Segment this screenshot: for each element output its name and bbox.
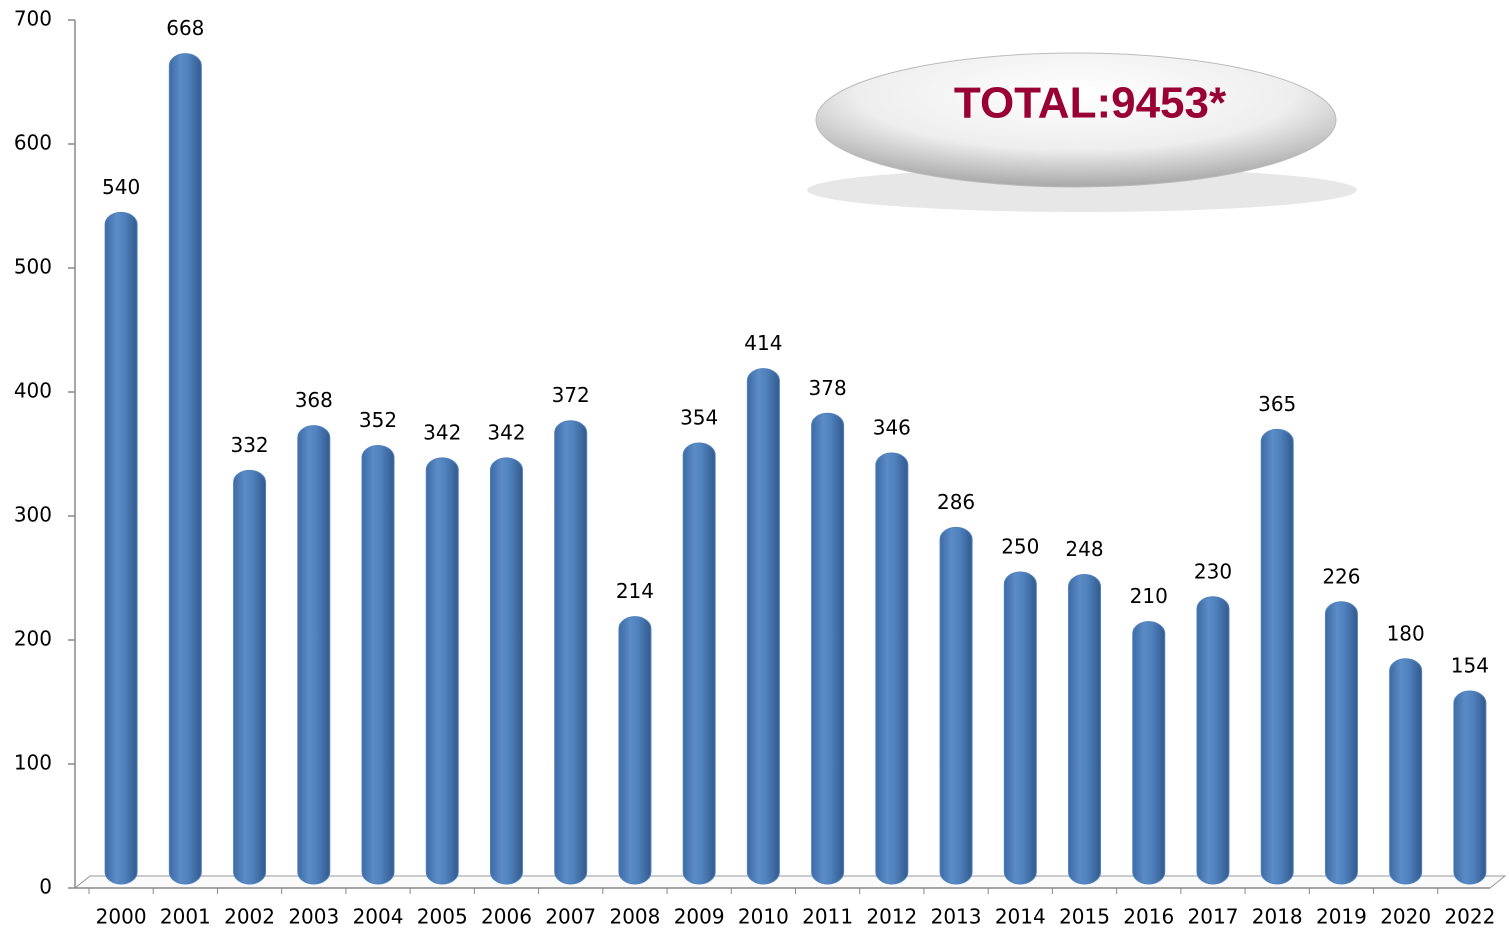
y-tick-label: 400: [14, 379, 52, 403]
x-tick-label: 2001: [160, 905, 211, 929]
x-tick-label: 2011: [802, 905, 853, 929]
bar: [1132, 621, 1166, 885]
y-tick-label: 300: [14, 503, 52, 527]
bar: [361, 445, 395, 885]
x-tick-label: 2018: [1252, 905, 1303, 929]
bar: [746, 368, 780, 885]
bar: [682, 442, 716, 885]
bar: [297, 425, 331, 885]
x-tick-label: 2022: [1444, 905, 1495, 929]
annotation: TOTAL:9453*: [954, 79, 1227, 128]
value-label: 154: [1451, 654, 1489, 678]
x-tick-label: 2016: [1123, 905, 1174, 929]
value-label: 230: [1194, 559, 1232, 583]
x-tick-label: 2014: [995, 905, 1046, 929]
value-label: 540: [102, 175, 140, 199]
value-label: 286: [937, 490, 975, 514]
value-label: 342: [487, 420, 525, 444]
bar: [168, 53, 202, 885]
y-tick-label: 0: [39, 875, 52, 899]
bar: [1260, 428, 1294, 885]
y-tick-label: 600: [14, 131, 52, 155]
value-label: 210: [1130, 584, 1168, 608]
value-label: 668: [166, 16, 204, 40]
x-tick-label: 2010: [738, 905, 789, 929]
y-tick-label: 700: [14, 7, 52, 31]
x-tick-label: 2009: [674, 905, 725, 929]
bar: [811, 412, 845, 885]
x-tick-label: 2017: [1188, 905, 1239, 929]
value-label: 346: [873, 415, 911, 439]
bar: [104, 211, 138, 885]
x-tick-label: 2007: [545, 905, 596, 929]
x-tick-label: 2002: [224, 905, 275, 929]
bar: [875, 452, 909, 885]
annotation-pill: [815, 52, 1337, 188]
value-label: 214: [616, 579, 654, 603]
x-tick-label: 2000: [96, 905, 147, 929]
x-tick-label: 2012: [866, 905, 917, 929]
value-label: 352: [359, 408, 397, 432]
x-tick-label: 2006: [481, 905, 532, 929]
bar: [1324, 601, 1358, 885]
value-label: 226: [1322, 564, 1360, 588]
x-tick-label: 2005: [417, 905, 468, 929]
value-label: 372: [552, 383, 590, 407]
bar: [554, 420, 588, 885]
value-label: 378: [809, 376, 847, 400]
value-label: 248: [1065, 537, 1103, 561]
bar: [1453, 690, 1487, 885]
value-label: 180: [1387, 621, 1425, 645]
bar: [233, 469, 267, 885]
x-tick-label: 2004: [353, 905, 404, 929]
value-label: 250: [1001, 535, 1039, 559]
bar: [425, 457, 459, 885]
bar: [1389, 658, 1423, 885]
bar: [1003, 571, 1037, 885]
value-label: 332: [230, 433, 268, 457]
bar: [1068, 573, 1102, 885]
x-tick-label: 2003: [288, 905, 339, 929]
bar: [489, 457, 523, 885]
y-tick-label: 500: [14, 255, 52, 279]
x-tick-label: 2013: [931, 905, 982, 929]
value-label: 414: [744, 331, 782, 355]
x-tick-label: 2008: [609, 905, 660, 929]
y-tick-label: 200: [14, 627, 52, 651]
bar: [618, 616, 652, 885]
value-label: 342: [423, 420, 461, 444]
bar: [939, 526, 973, 885]
value-label: 365: [1258, 392, 1296, 416]
x-tick-label: 2020: [1380, 905, 1431, 929]
value-label: 354: [680, 406, 718, 430]
x-tick-label: 2019: [1316, 905, 1367, 929]
x-tick-label: 2015: [1059, 905, 1110, 929]
y-tick-label: 100: [14, 751, 52, 775]
bar: [1196, 596, 1230, 885]
value-label: 368: [295, 388, 333, 412]
annotation-shadow: [807, 168, 1357, 212]
